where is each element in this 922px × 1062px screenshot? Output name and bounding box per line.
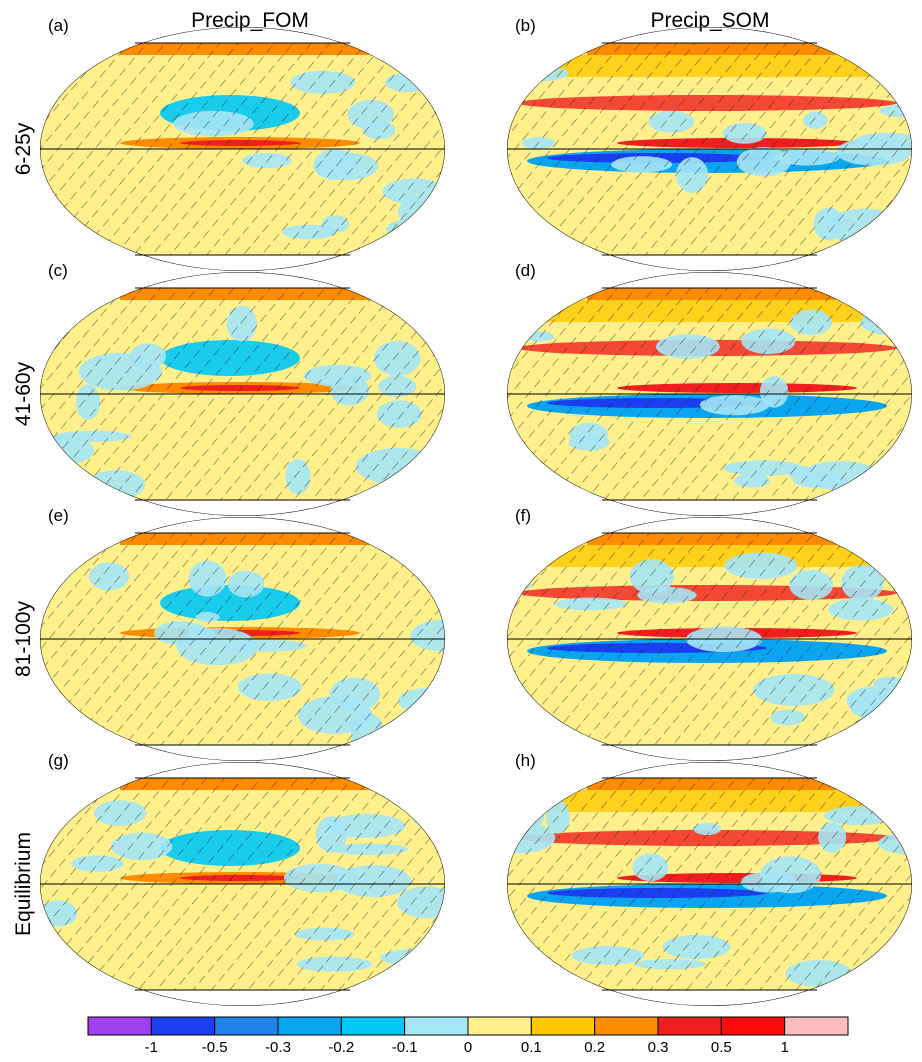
colorbar-swatch [784, 1016, 849, 1036]
colorbar-tick-label: 0.2 [584, 1039, 605, 1056]
blue-patch [507, 580, 532, 591]
colorbar-swatch [87, 1016, 152, 1036]
map-panel [40, 778, 445, 990]
colorbar-tick-label: 0.3 [648, 1039, 669, 1056]
row-label: 41-60y [12, 361, 35, 426]
row-label: 6-25y [12, 122, 35, 175]
colorbar-swatch [340, 1016, 406, 1036]
colorbar-tick-label: -0.5 [202, 1039, 228, 1056]
colorbar-swatch [530, 1016, 596, 1036]
colorbar-tick-label: -1 [145, 1039, 158, 1056]
colorbar-swatch [214, 1016, 279, 1036]
blue-patch [40, 223, 61, 240]
colorbar-swatch [150, 1016, 216, 1036]
colorbar-swatch [277, 1016, 342, 1036]
colorbar-tick-label: 0.5 [711, 1039, 732, 1056]
column-title: Precip_FOM [191, 9, 309, 32]
map-panel [507, 778, 912, 990]
colorbar-swatch [467, 1016, 532, 1036]
map-panel [40, 43, 445, 255]
panel-label: (b) [515, 16, 536, 35]
map-panel [40, 288, 445, 500]
map-panel [507, 288, 912, 500]
colorbar-swatch [404, 1016, 469, 1036]
colorbar-tick-label: 1 [780, 1039, 788, 1056]
colorbar-swatch [657, 1016, 722, 1036]
map-panel [507, 533, 912, 745]
colorbar-swatch [594, 1016, 659, 1036]
colorbar-swatch [720, 1016, 786, 1036]
map-panel [507, 43, 912, 255]
colorbar-tick-label: -0.2 [328, 1039, 354, 1056]
panel-label: (a) [48, 16, 69, 35]
row-label: Equilibrium [12, 832, 35, 936]
panel-label: (d) [515, 261, 536, 280]
panel-label: (e) [48, 506, 69, 525]
colorbar-tick-label: -0.3 [265, 1039, 291, 1056]
colorbar-tick-label: 0 [464, 1039, 472, 1056]
colorbar-tick-label: -0.1 [392, 1039, 418, 1056]
panel-label: (h) [515, 751, 536, 770]
map-panel [40, 533, 445, 749]
row-label: 81-100y [12, 601, 35, 677]
column-title: Precip_SOM [650, 9, 769, 32]
panel-label: (c) [48, 261, 68, 280]
panel-label: (f) [515, 506, 531, 525]
colorbar-tick-label: 0.1 [521, 1039, 542, 1056]
panel-label: (g) [48, 751, 69, 770]
